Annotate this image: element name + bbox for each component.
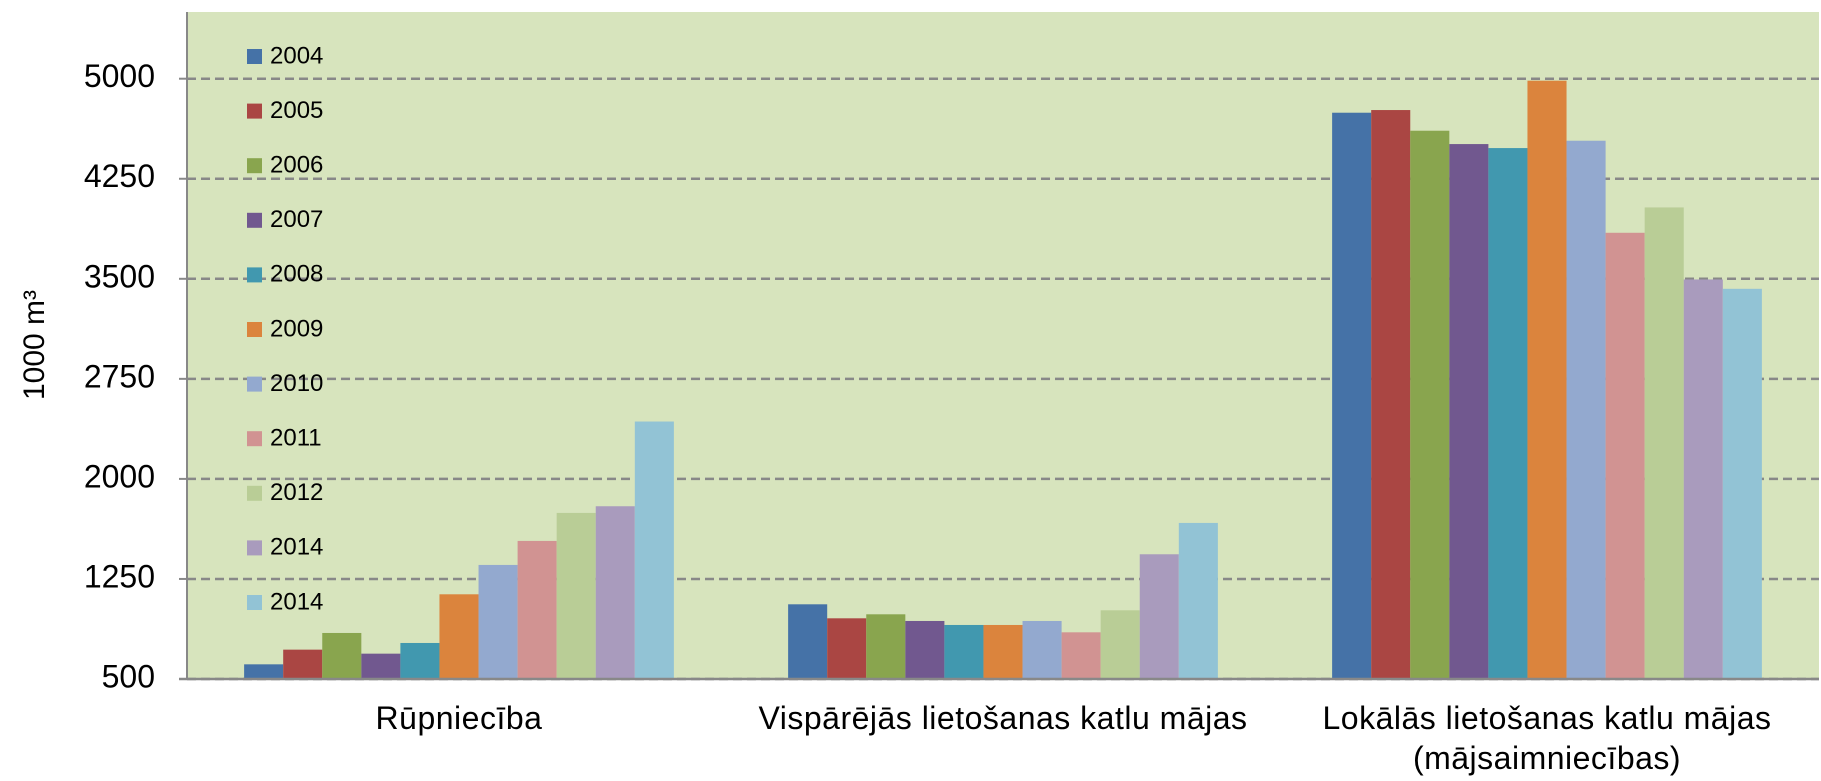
- bar: [1566, 140, 1606, 679]
- bar: [361, 653, 401, 679]
- legend-label: 2004: [270, 42, 323, 69]
- y-tick-label: 500: [102, 658, 155, 694]
- bar: [439, 594, 479, 679]
- bar: [556, 512, 596, 679]
- bar: [1100, 610, 1140, 679]
- bar: [595, 506, 635, 679]
- y-axis-label: 1000 m³: [18, 290, 51, 400]
- legend-swatch: [247, 158, 262, 174]
- bar: [517, 540, 557, 679]
- bar: [1332, 112, 1372, 680]
- bar: [866, 614, 906, 679]
- legend-swatch: [247, 49, 262, 64]
- bar: [788, 604, 828, 679]
- legend-swatch: [247, 540, 262, 556]
- legend-label: 2011: [270, 425, 322, 452]
- bar: [1410, 130, 1450, 679]
- bar: [827, 618, 867, 679]
- legend-label: 2009: [270, 315, 323, 342]
- bar: [944, 624, 984, 679]
- y-tick-label: 4250: [84, 158, 155, 194]
- legend-label: 2014: [270, 588, 323, 615]
- legend-swatch: [247, 485, 262, 501]
- legend-label: 2005: [270, 97, 323, 124]
- bar: [1488, 148, 1528, 679]
- legend-swatch: [247, 376, 262, 392]
- bar: [1644, 207, 1684, 679]
- legend-swatch: [247, 267, 262, 283]
- x-tick-label: Lokālās lietošanas katlu mājas (mājsaimn…: [1322, 700, 1772, 776]
- bar: [244, 664, 284, 679]
- bar: [1022, 620, 1062, 679]
- bar: [1683, 279, 1723, 679]
- y-tick-label: 2000: [84, 458, 155, 494]
- y-tick-label: 5000: [84, 58, 155, 94]
- legend-label: 2007: [270, 206, 323, 233]
- bar: [400, 642, 440, 679]
- legend-swatch: [247, 322, 262, 337]
- legend-swatch: [247, 103, 262, 119]
- x-tick-label: Vispārējās lietošanas katlu mājas: [758, 700, 1248, 736]
- bar: [1061, 632, 1101, 679]
- legend-swatch: [247, 212, 262, 228]
- bar: [283, 649, 323, 679]
- bar: [1722, 288, 1762, 679]
- legend-label: 2008: [270, 261, 323, 288]
- y-tick-label: 2750: [84, 358, 155, 394]
- bar: [1449, 144, 1489, 680]
- legend-label: 2006: [270, 152, 323, 179]
- bar: [1178, 522, 1218, 679]
- legend-swatch: [247, 431, 262, 447]
- x-tick-label: Rūpniecība: [375, 700, 543, 736]
- bar: [1605, 232, 1645, 680]
- legend-label: 2012: [270, 479, 323, 506]
- bar: [478, 564, 518, 679]
- bar: [905, 620, 945, 679]
- bar: [1527, 80, 1567, 680]
- legend-label: 2010: [270, 370, 323, 397]
- bar: [634, 421, 674, 679]
- bar: [1139, 554, 1179, 679]
- y-tick-label: 3500: [84, 258, 155, 294]
- bar: [322, 632, 362, 679]
- bar: [1371, 110, 1411, 679]
- legend-label: 2014: [270, 534, 323, 561]
- y-tick-label: 1250: [84, 558, 155, 594]
- legend-swatch: [247, 595, 262, 610]
- bar: [983, 624, 1023, 679]
